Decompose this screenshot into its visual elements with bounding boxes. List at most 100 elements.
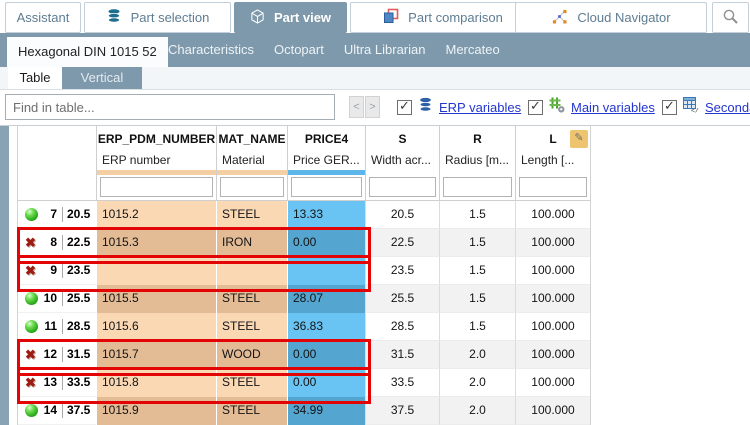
cell-erp-number[interactable]: 1015.3 bbox=[96, 229, 216, 257]
cell-length[interactable]: 100.000 bbox=[515, 313, 590, 341]
cell-material[interactable]: STEEL bbox=[216, 201, 287, 229]
erp-variables-link[interactable]: ERP variables bbox=[439, 100, 522, 115]
cell-erp-number[interactable]: 1015.9 bbox=[96, 397, 216, 425]
material-filter-input[interactable] bbox=[220, 177, 284, 197]
main-variables-icon bbox=[549, 97, 565, 118]
subtab-ultra-librarian[interactable]: Ultra Librarian bbox=[343, 42, 426, 57]
subtab-octopart[interactable]: Octopart bbox=[273, 42, 324, 57]
subtab-hexagonal-din-1015-52[interactable]: Hexagonal DIN 1015 52 bbox=[7, 37, 168, 67]
price-filter-input[interactable] bbox=[291, 177, 362, 197]
cell-material[interactable]: WOOD bbox=[216, 341, 287, 369]
cell-price[interactable]: 28.07 bbox=[287, 285, 365, 313]
cell-material[interactable]: IRON bbox=[216, 229, 287, 257]
cell-width[interactable]: 22.5 bbox=[365, 229, 439, 257]
row-number: 13 bbox=[43, 375, 57, 389]
tab-part-comparison[interactable]: Part comparison bbox=[350, 2, 536, 33]
find-previous-button[interactable]: < bbox=[349, 96, 364, 118]
cell-width[interactable]: 37.5 bbox=[365, 397, 439, 425]
table-row[interactable]: 7 20.5 1015.2 STEEL 13.33 20.5 1.5 100.0… bbox=[18, 201, 590, 229]
cell-width[interactable]: 20.5 bbox=[365, 201, 439, 229]
viewtab-vertical[interactable]: Vertical bbox=[62, 67, 142, 89]
svg-text:</>: </> bbox=[691, 108, 699, 114]
column-header-material[interactable]: MAT_NAME Material bbox=[216, 126, 287, 175]
column-header-width[interactable]: S Width acr... bbox=[365, 126, 439, 175]
cell-material[interactable]: STEEL bbox=[216, 313, 287, 341]
secondary-variables-link[interactable]: Seconda bbox=[705, 100, 750, 115]
row-status-icon bbox=[25, 404, 38, 417]
cell-width[interactable]: 33.5 bbox=[365, 369, 439, 397]
compare-flags-icon bbox=[383, 8, 399, 27]
cell-radius[interactable]: 1.5 bbox=[439, 313, 515, 341]
cell-price[interactable]: 36.83 bbox=[287, 313, 365, 341]
width-filter-input[interactable] bbox=[369, 177, 436, 197]
tab-search[interactable] bbox=[712, 2, 749, 33]
cell-radius[interactable]: 1.5 bbox=[439, 257, 515, 285]
table-row[interactable]: 14 37.5 1015.9 STEEL 34.99 37.5 2.0 100.… bbox=[18, 397, 590, 425]
column-header-radius[interactable]: R Radius [m... bbox=[439, 126, 515, 175]
cell-width[interactable]: 28.5 bbox=[365, 313, 439, 341]
table-row[interactable]: 12 31.5 1015.7 WOOD 0.00 31.5 2.0 100.00… bbox=[17, 339, 590, 376]
table-row[interactable]: 13 33.5 1015.8 STEEL 0.00 33.5 2.0 100.0… bbox=[17, 367, 590, 404]
row-header: 13 33.5 bbox=[18, 369, 96, 397]
cell-radius[interactable]: 1.5 bbox=[439, 229, 515, 257]
find-next-button[interactable]: > bbox=[365, 96, 380, 118]
cell-width[interactable]: 31.5 bbox=[365, 341, 439, 369]
cell-length[interactable]: 100.000 bbox=[515, 285, 590, 313]
cell-radius[interactable]: 1.5 bbox=[439, 285, 515, 313]
subtab-mercateo[interactable]: Mercateo bbox=[445, 42, 500, 57]
cell-width[interactable]: 25.5 bbox=[365, 285, 439, 313]
row-header: 14 37.5 bbox=[18, 397, 96, 425]
length-filter-input[interactable] bbox=[519, 177, 587, 197]
cell-material[interactable]: STEEL bbox=[216, 369, 287, 397]
cell-material[interactable]: STEEL bbox=[216, 397, 287, 425]
tab-assistant[interactable]: Assistant bbox=[5, 2, 81, 33]
table-row[interactable]: 11 28.5 1015.6 STEEL 36.83 28.5 1.5 100.… bbox=[18, 313, 590, 341]
cell-price[interactable]: 13.33 bbox=[287, 201, 365, 229]
viewtab-table[interactable]: Table bbox=[8, 67, 62, 89]
column-header-price[interactable]: PRICE4 Price GER... bbox=[287, 126, 365, 175]
main-variables-checkbox[interactable] bbox=[528, 98, 543, 115]
cell-erp-number[interactable]: 1015.2 bbox=[96, 201, 216, 229]
subtab-characteristics[interactable]: Characteristics bbox=[168, 42, 254, 57]
cell-length[interactable]: 100.000 bbox=[515, 369, 590, 397]
cell-erp-number[interactable]: 1015.8 bbox=[96, 369, 216, 397]
cell-erp-number[interactable]: 1015.7 bbox=[96, 341, 216, 369]
cell-width[interactable]: 23.5 bbox=[365, 257, 439, 285]
tab-part-view[interactable]: Part view bbox=[234, 2, 347, 33]
cell-length[interactable]: 100.000 bbox=[515, 257, 590, 285]
column-color-bar bbox=[97, 170, 216, 175]
cell-price[interactable]: 0.00 bbox=[287, 369, 365, 397]
cell-length[interactable]: 100.000 bbox=[515, 397, 590, 425]
erp-variables-checkbox[interactable] bbox=[397, 98, 412, 115]
erp-filter-input[interactable] bbox=[100, 177, 213, 197]
radius-filter-input[interactable] bbox=[443, 177, 512, 197]
cell-length[interactable]: 100.000 bbox=[515, 341, 590, 369]
column-header-erp[interactable]: ERP_PDM_NUMBER ERP number bbox=[96, 126, 216, 175]
cell-material[interactable] bbox=[216, 257, 287, 285]
cell-radius[interactable]: 2.0 bbox=[439, 397, 515, 425]
edit-column-icon[interactable]: ✎ bbox=[570, 130, 588, 148]
cell-material[interactable]: STEEL bbox=[216, 285, 287, 313]
cell-radius[interactable]: 1.5 bbox=[439, 201, 515, 229]
cell-erp-number[interactable]: 1015.5 bbox=[96, 285, 216, 313]
tab-part-selection[interactable]: Part selection bbox=[84, 2, 231, 33]
cell-price[interactable]: 0.00 bbox=[287, 341, 365, 369]
table-row[interactable]: 8 22.5 1015.3 IRON 0.00 22.5 1.5 100.000 bbox=[17, 227, 590, 264]
cell-price[interactable]: 0.00 bbox=[287, 229, 365, 257]
cell-erp-number[interactable] bbox=[96, 257, 216, 285]
cell-length[interactable]: 100.000 bbox=[515, 229, 590, 257]
table-row[interactable]: 10 25.5 1015.5 STEEL 28.07 25.5 1.5 100.… bbox=[18, 285, 590, 313]
row-number: 10 bbox=[43, 291, 57, 305]
secondary-variables-checkbox[interactable] bbox=[662, 98, 677, 115]
cell-price[interactable]: 34.99 bbox=[287, 397, 365, 425]
cell-price[interactable] bbox=[287, 257, 365, 285]
cell-erp-number[interactable]: 1015.6 bbox=[96, 313, 216, 341]
main-variables-link[interactable]: Main variables bbox=[571, 100, 655, 115]
cell-radius[interactable]: 2.0 bbox=[439, 369, 515, 397]
cell-length[interactable]: 100.000 bbox=[515, 201, 590, 229]
tab-cloud-navigator[interactable]: Cloud Navigator bbox=[515, 2, 707, 33]
find-in-table-input[interactable] bbox=[5, 94, 335, 120]
cell-radius[interactable]: 2.0 bbox=[439, 341, 515, 369]
column-header-length[interactable]: L Length [... ✎ bbox=[515, 126, 590, 175]
table-row[interactable]: 9 23.5 23.5 1.5 100.000 bbox=[17, 255, 590, 292]
